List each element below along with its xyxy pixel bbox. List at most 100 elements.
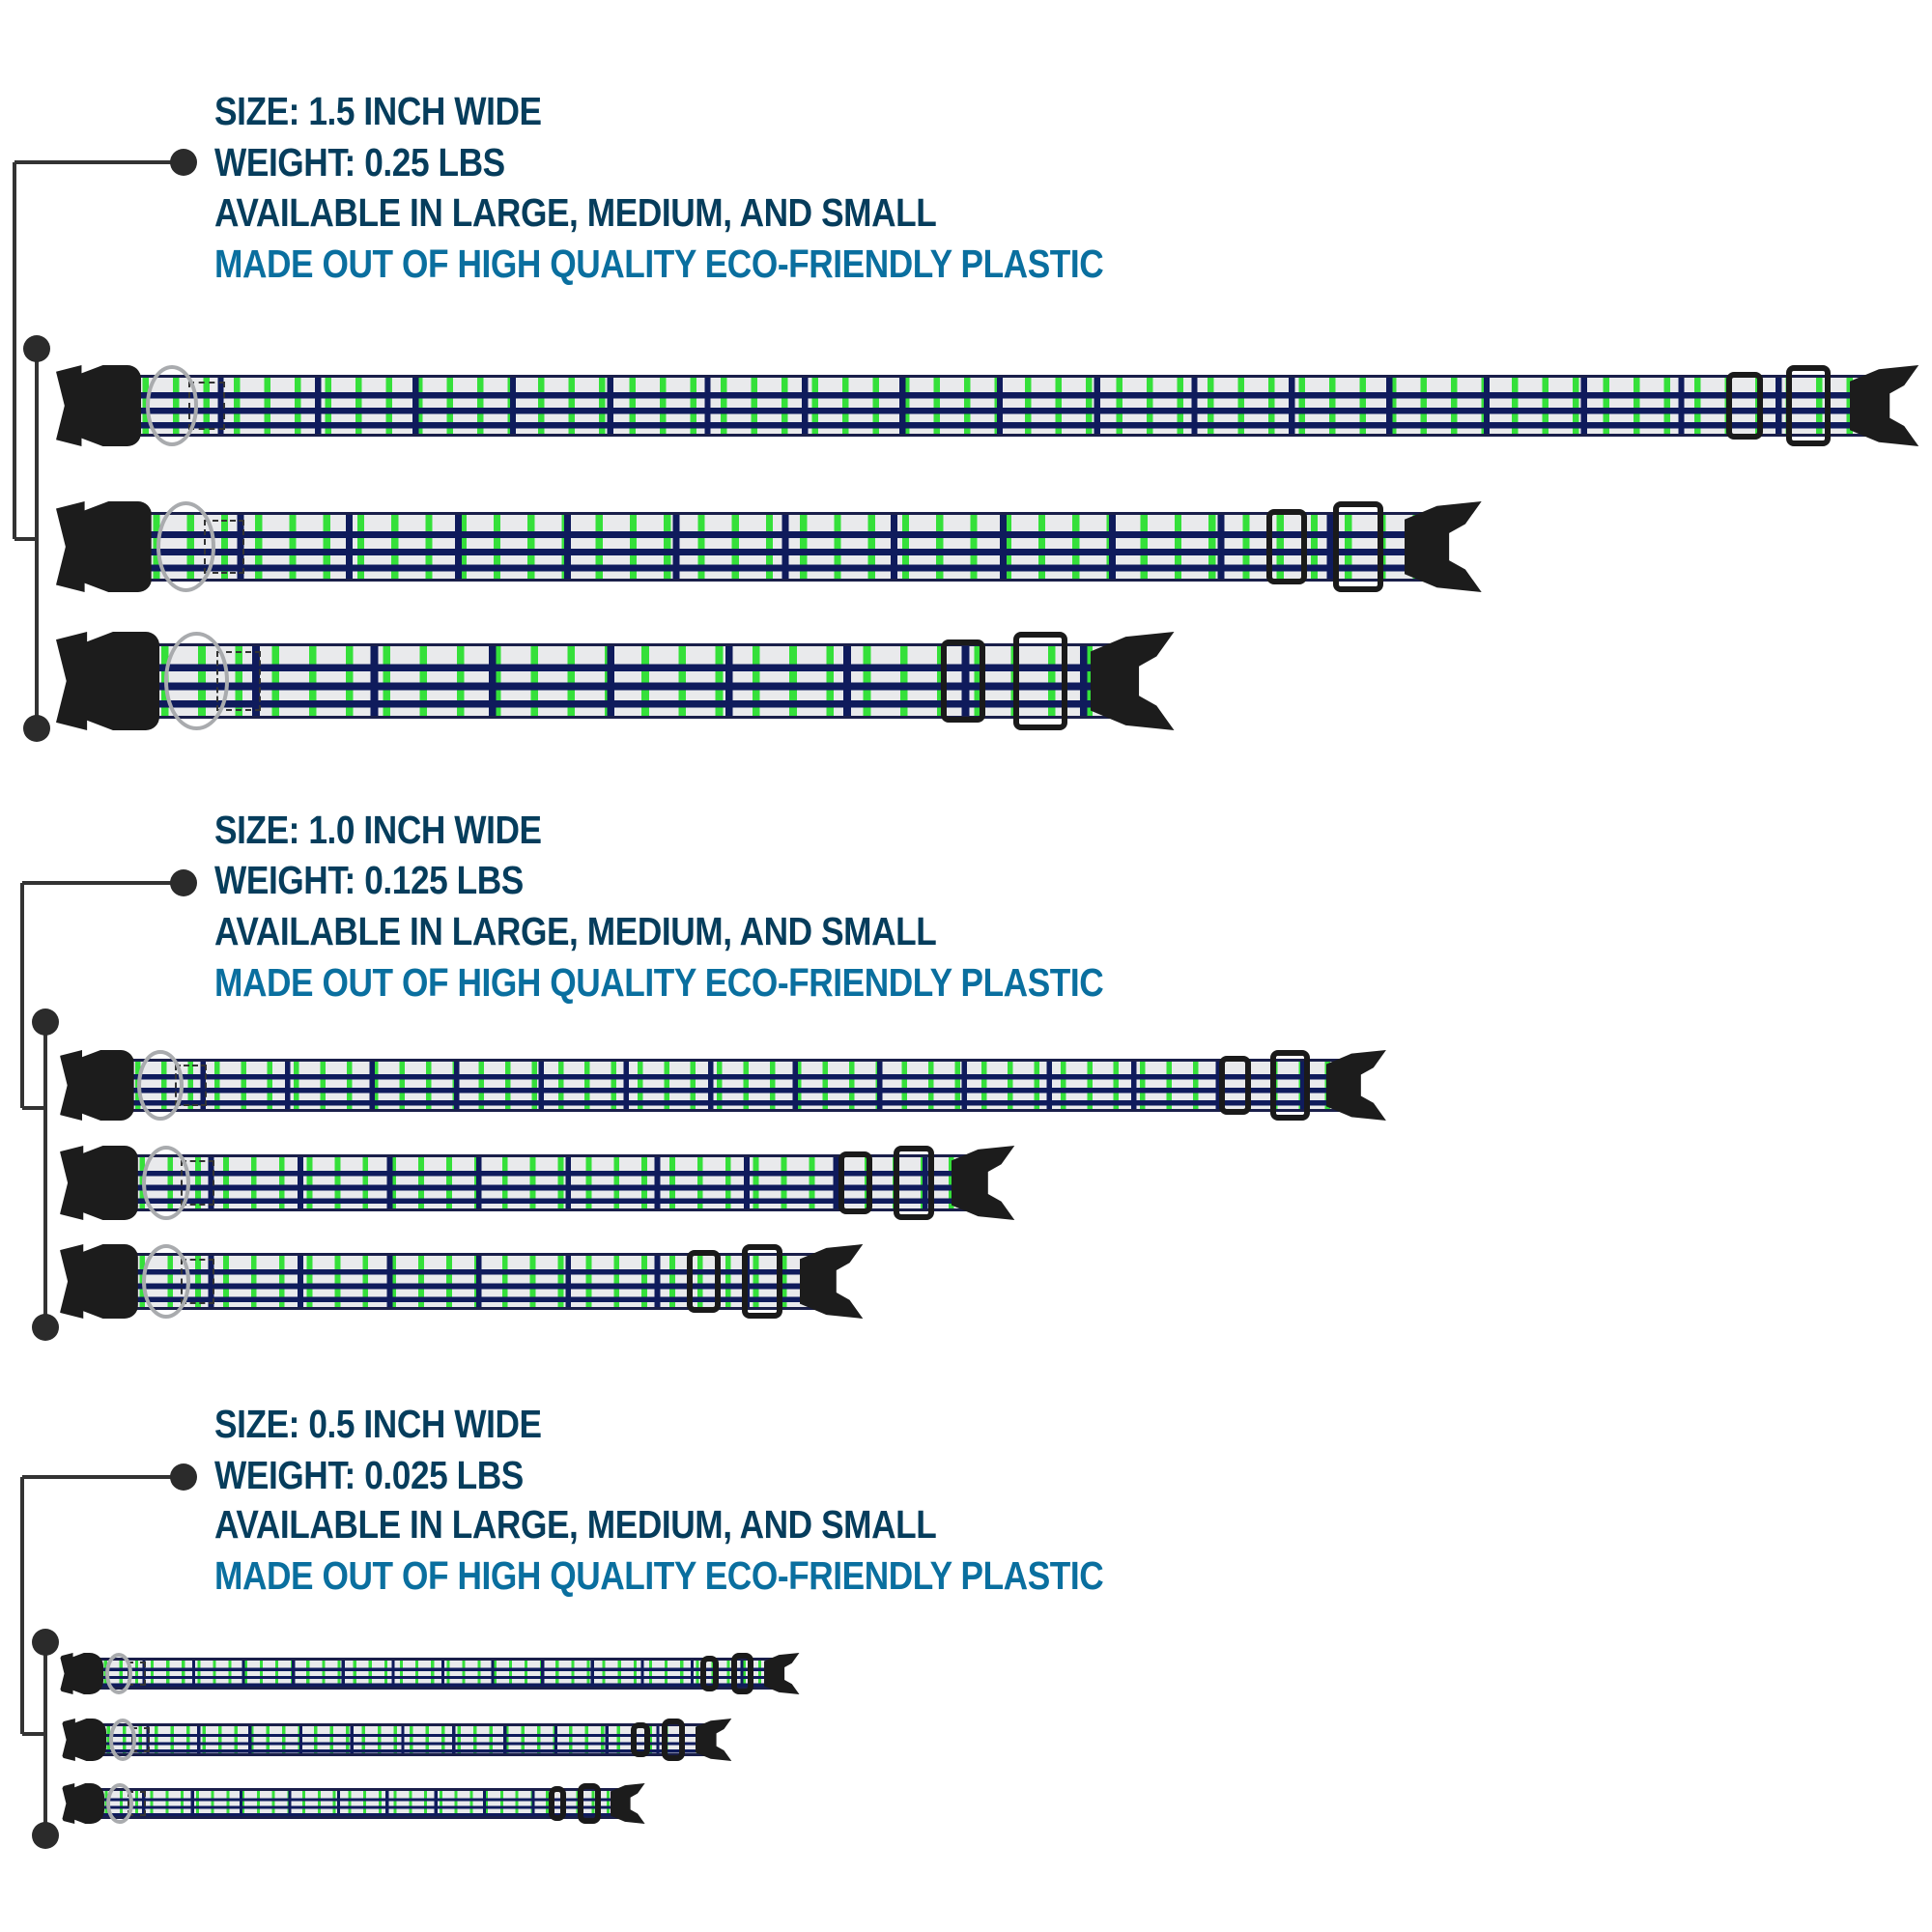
spec-line: SIZE: 1.0 INCH WIDE (214, 808, 542, 852)
connector-dot (170, 1463, 197, 1491)
buckle-male[interactable] (952, 1146, 1018, 1220)
connector-dot (170, 149, 197, 176)
buckle-prong-icon (952, 1146, 1015, 1220)
collar-strap (126, 1253, 824, 1310)
connector-line (13, 162, 16, 539)
buckle-male[interactable] (610, 1783, 646, 1824)
connector-line (14, 537, 37, 541)
tri-glide-slider[interactable] (700, 1656, 720, 1691)
keeper-loop[interactable] (1270, 1050, 1310, 1121)
d-ring[interactable] (106, 1783, 133, 1824)
spec-line: AVAILABLE IN LARGE, MEDIUM, AND SMALL (214, 190, 937, 235)
buckle-female[interactable] (56, 632, 160, 730)
connector-line (43, 1022, 47, 1327)
buckle-male[interactable] (763, 1653, 801, 1694)
d-ring[interactable] (105, 1653, 133, 1694)
buckle-female[interactable] (60, 1244, 138, 1319)
tri-glide-slider[interactable] (1265, 508, 1308, 585)
keeper-loop[interactable] (662, 1719, 686, 1761)
connector-dot (32, 1822, 59, 1849)
tri-glide-slider[interactable] (687, 1250, 721, 1313)
keeper-loop[interactable] (730, 1653, 754, 1694)
buckle-prong-icon (1850, 365, 1919, 446)
material-note: MADE OUT OF HIGH QUALITY ECO-FRIENDLY PL… (214, 242, 1104, 286)
connector-dot (32, 1009, 59, 1036)
collar-medium (60, 1146, 1018, 1220)
buckle-prong-icon (763, 1653, 800, 1694)
material-note: MADE OUT OF HIGH QUALITY ECO-FRIENDLY PL… (214, 1553, 1104, 1598)
keeper-loop[interactable] (893, 1146, 934, 1220)
connector-dot (23, 715, 50, 742)
buckle-male[interactable] (1325, 1050, 1389, 1121)
d-ring[interactable] (137, 1050, 184, 1121)
d-ring[interactable] (141, 1146, 190, 1220)
buckle-female[interactable] (56, 365, 142, 446)
keeper-loop[interactable] (741, 1244, 782, 1319)
buckle-male[interactable] (1090, 632, 1179, 730)
d-ring[interactable] (145, 365, 199, 446)
keeper-loop[interactable] (1012, 632, 1067, 730)
d-ring[interactable] (108, 1719, 137, 1761)
tri-glide-slider[interactable] (1218, 1055, 1251, 1116)
buckle-prong-icon (695, 1719, 732, 1761)
connector-dot (32, 1314, 59, 1341)
buckle-female[interactable] (60, 1146, 138, 1220)
collar-medium (56, 501, 1486, 592)
buckle-prong-icon (1090, 632, 1175, 730)
collar-strap (126, 1154, 976, 1211)
buckle-prong-icon (1325, 1050, 1386, 1121)
collar-large (56, 365, 1922, 446)
buckle-male[interactable] (800, 1244, 867, 1319)
buckle-female[interactable] (60, 1653, 104, 1694)
connector-dot (170, 869, 197, 896)
spec-line: SIZE: 1.5 INCH WIDE (214, 89, 542, 133)
spec-line: AVAILABLE IN LARGE, MEDIUM, AND SMALL (214, 1502, 937, 1547)
d-ring[interactable] (164, 632, 229, 730)
connector-line (43, 1642, 47, 1835)
buckle-male[interactable] (1405, 501, 1486, 592)
collar-small (62, 1783, 646, 1824)
spec-line: WEIGHT: 0.025 LBS (214, 1453, 524, 1497)
material-note: MADE OUT OF HIGH QUALITY ECO-FRIENDLY PL… (214, 960, 1104, 1005)
d-ring[interactable] (141, 1244, 190, 1319)
connector-line (22, 1475, 184, 1479)
spec-line: AVAILABLE IN LARGE, MEDIUM, AND SMALL (214, 909, 937, 953)
buckle-male[interactable] (1850, 365, 1922, 446)
keeper-loop[interactable] (1785, 365, 1832, 446)
collar-strap (98, 1788, 623, 1819)
d-ring[interactable] (156, 501, 215, 592)
buckle-female[interactable] (62, 1783, 105, 1824)
buckle-prong-icon (800, 1244, 864, 1319)
collar-large (60, 1653, 801, 1694)
connector-line (20, 1477, 24, 1734)
collar-strap (99, 1723, 709, 1756)
connector-line (20, 883, 24, 1108)
collar-strap (97, 1658, 778, 1690)
buckle-female[interactable] (56, 501, 152, 592)
buckle-female[interactable] (62, 1719, 107, 1761)
spec-line: WEIGHT: 0.25 LBS (214, 140, 505, 185)
keeper-loop[interactable] (578, 1783, 601, 1824)
tri-glide-slider[interactable] (548, 1786, 567, 1821)
connector-line (22, 1106, 45, 1110)
collar-strap (128, 375, 1876, 437)
connector-line (35, 349, 39, 728)
collar-large (60, 1050, 1389, 1121)
connector-dot (32, 1629, 59, 1656)
collar-small (60, 1244, 867, 1319)
tri-glide-slider[interactable] (1726, 371, 1763, 440)
connector-line (22, 1732, 45, 1736)
tri-glide-slider[interactable] (838, 1151, 872, 1214)
buckle-female[interactable] (60, 1050, 134, 1121)
buckle-prong-icon (1405, 501, 1482, 592)
keeper-loop[interactable] (1333, 501, 1383, 592)
spec-line: WEIGHT: 0.125 LBS (214, 858, 524, 902)
buckle-male[interactable] (695, 1719, 733, 1761)
tri-glide-slider[interactable] (630, 1721, 650, 1758)
collar-medium (62, 1719, 733, 1761)
connector-dot (23, 335, 50, 362)
tri-glide-slider[interactable] (940, 639, 985, 723)
connector-line (22, 881, 184, 885)
spec-line: SIZE: 0.5 INCH WIDE (214, 1402, 542, 1446)
collar-strap (144, 643, 1122, 719)
